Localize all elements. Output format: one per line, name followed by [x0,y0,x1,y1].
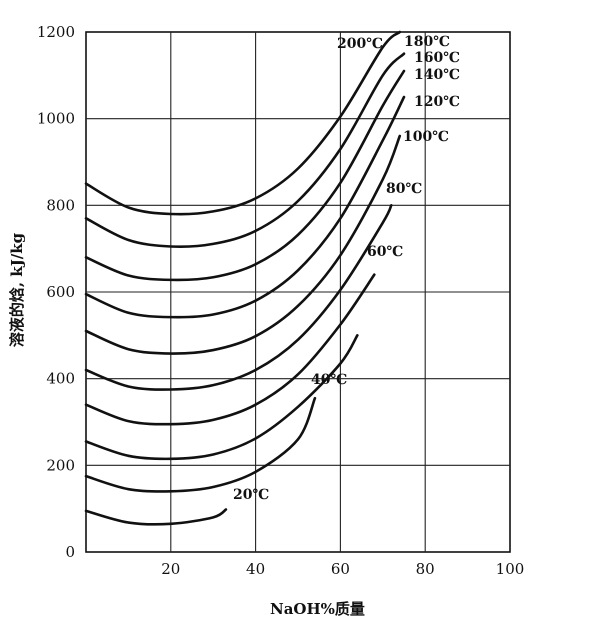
series-line [84,52,406,249]
series-label: 180℃ [404,34,450,50]
y-tick-label: 600 [46,283,75,301]
series-line [84,508,228,526]
x-tick-label: 20 [161,560,180,578]
y-tick-label: 0 [65,543,75,561]
series-lines [84,30,406,526]
series-label: 40℃ [311,372,347,388]
series-line [84,69,406,282]
series-line [84,396,317,493]
series-label: 20℃ [233,487,269,503]
series-line [84,273,376,426]
series-line [84,95,406,319]
y-tick-label: 800 [46,196,75,214]
x-tick-label: 100 [496,560,525,578]
series-label: 120℃ [414,94,460,110]
y-tick-label: 1200 [37,23,75,41]
x-tick-label: 40 [246,560,265,578]
series-line [84,30,402,216]
x-tick-label: 60 [331,560,350,578]
series-line [84,134,402,355]
series-line [84,334,359,461]
series-label: 60℃ [367,244,403,260]
series-label: 160℃ [414,50,460,66]
series-label: 80℃ [386,181,422,197]
y-tick-label: 1000 [37,110,75,128]
series-label: 100℃ [403,129,449,145]
x-axis-label: NaOH%质量 [270,600,365,618]
series-label: 200℃ [337,36,383,52]
series-label: 140℃ [414,67,460,83]
y-tick-label: 200 [46,456,75,474]
x-tick-label: 80 [416,560,435,578]
series-line [84,204,393,391]
y-axis-label: 溶液的焓, kJ/kg [8,232,26,347]
y-tick-label: 400 [46,370,75,388]
grid [86,32,510,552]
